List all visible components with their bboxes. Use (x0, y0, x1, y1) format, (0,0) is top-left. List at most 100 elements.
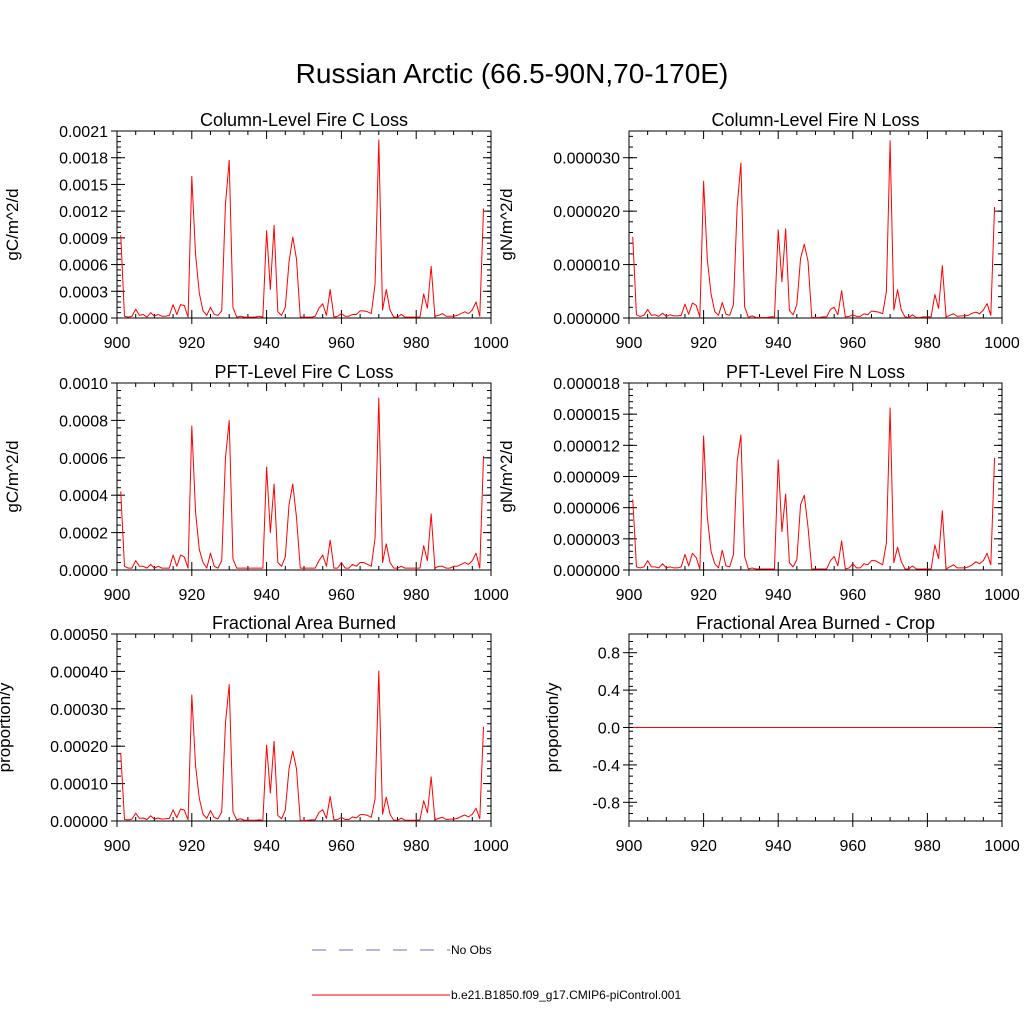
panel-1-xtick-label: 900 (104, 335, 131, 352)
panel-5-ytick-label: 0.00030 (50, 702, 108, 719)
panel-5-frame (116, 633, 492, 822)
panel-6-xtick-label: 940 (765, 838, 792, 855)
panel-2-xtick-label: 960 (839, 335, 866, 352)
panel-4-xtick-label: 940 (765, 587, 792, 604)
panel-6-xtick-label: 960 (839, 838, 866, 855)
panel-3-xtick-label: 920 (178, 587, 205, 604)
panel-3-ytick-label: 0.0004 (59, 488, 108, 505)
panel-2: Column-Level Fire N Loss 900 920 940 960 980 1… (497, 110, 1020, 352)
panel-2-xtick-label: 980 (914, 335, 941, 352)
panel-2-ytick-label: 0.000020 (553, 204, 620, 221)
panel-3-xtick-label: 900 (104, 587, 131, 604)
panel-4-ytick-label: 0.000015 (553, 407, 620, 424)
panel-1-frame (116, 130, 492, 319)
panel-3-xtick-label: 1000 (473, 587, 509, 604)
panel-2-xtick-label: 1000 (984, 335, 1020, 352)
panel-2-ylabel: gN/m^2/d (497, 188, 516, 260)
panel-3-ytick-label: 0.0008 (59, 413, 108, 430)
panel-6-ytick-label: 0.4 (598, 683, 620, 700)
panel-3-ytick-label: 0.0006 (59, 451, 108, 468)
panel-2-xtick-label: 920 (690, 335, 717, 352)
panel-4-ytick-label: 0.000006 (553, 501, 620, 518)
panel-4-frame (628, 382, 1003, 571)
panel-2-series-line (632, 140, 996, 318)
panel-3-xtick-label: 940 (253, 587, 280, 604)
panels: Column-Level Fire C Loss 900 920 940 960 980 1… (0, 110, 1020, 855)
panel-6-ytick-label: 0.8 (598, 646, 620, 663)
panel-5-ytick-label: 0.00010 (50, 777, 108, 794)
panel-5-ytick-label: 0.00020 (50, 739, 108, 756)
panel-1-xtick-label: 1000 (473, 335, 509, 352)
panel-6-ytick-label: 0.0 (598, 721, 620, 738)
panel-1-xtick-label: 960 (328, 335, 355, 352)
panel-3-ylabel: gC/m^2/d (3, 440, 22, 512)
panel-5-xtick-label: 980 (403, 838, 430, 855)
panel-6-ytick-label: -0.8 (592, 795, 620, 812)
panel-2-title: Column-Level Fire N Loss (711, 110, 919, 130)
panel-1-xtick-label: 940 (253, 335, 280, 352)
panel-4-ytick-label: 0.000009 (553, 470, 620, 487)
panel-4-series-line (632, 407, 996, 570)
panel-3-ytick-label: 0.0002 (59, 526, 108, 543)
panel-1-ytick-label: 0.0009 (59, 231, 108, 248)
panel-2-frame (628, 130, 1003, 319)
legend-item-model: b.e21.B1850.f09_g17.CMIP6-piControl.001 (312, 988, 681, 1002)
panel-5-xtick-label: 960 (328, 838, 355, 855)
panel-6-xtick-label: 900 (616, 838, 643, 855)
panel-5-xtick-label: 940 (253, 838, 280, 855)
panel-1-ytick-label: 0.0018 (59, 151, 108, 168)
panel-6-xtick-label: 1000 (984, 838, 1020, 855)
panel-2-ytick-label: 0.000010 (553, 258, 620, 275)
panel-6-ytick-label: -0.4 (592, 758, 620, 775)
panel-1-ytick-label: 0.0003 (59, 284, 108, 301)
panel-4-title: PFT-Level Fire N Loss (726, 362, 905, 382)
panel-3-xtick-label: 960 (328, 587, 355, 604)
legend-label-no-obs: No Obs (451, 943, 492, 957)
legend: No Obs b.e21.B1850.f09_g17.CMIP6-piContr… (312, 943, 681, 1002)
panel-2-ytick-label: 0.000000 (553, 311, 620, 328)
panel-5-ytick-label: 0.00040 (50, 664, 108, 681)
panel-5-title: Fractional Area Burned (212, 613, 396, 633)
panel-6-title: Fractional Area Burned - Crop (696, 613, 935, 633)
panel-1-title: Column-Level Fire C Loss (200, 110, 408, 130)
panel-4: PFT-Level Fire N Loss 900 920 940 960 980 1000… (497, 362, 1020, 604)
panel-4-ytick-label: 0.000012 (553, 438, 620, 455)
panel-6: Fractional Area Burned - Crop 900 920 940 96… (543, 613, 1020, 855)
panel-5-series-line (120, 670, 485, 822)
panel-1-xtick-label: 920 (178, 335, 205, 352)
panel-4-xtick-label: 980 (914, 587, 941, 604)
panel-6-xtick-label: 980 (914, 838, 941, 855)
panel-5-ytick-label: 0.00000 (50, 814, 108, 831)
panel-4-ytick-label: 0.000018 (553, 376, 620, 393)
panel-1-ytick-label: 0.0015 (59, 177, 108, 194)
panel-4-xtick-label: 920 (690, 587, 717, 604)
panel-4-ylabel: gN/m^2/d (497, 440, 516, 512)
panel-1-series-line (120, 139, 485, 318)
panel-4-ytick-label: 0.000003 (553, 532, 620, 549)
panel-5-ylabel: proportion/y (0, 682, 14, 772)
panel-3-ytick-label: 0.0000 (59, 563, 108, 580)
panel-4-xtick-label: 1000 (984, 587, 1020, 604)
panel-3-title: PFT-Level Fire C Loss (214, 362, 393, 382)
panel-1-xtick-label: 980 (403, 335, 430, 352)
panel-1-ytick-label: 0.0012 (59, 204, 108, 221)
panel-5-ytick-label: 0.00050 (50, 627, 108, 644)
panel-5-xtick-label: 920 (178, 838, 205, 855)
panel-1-ytick-label: 0.0006 (59, 258, 108, 275)
panel-5-xtick-label: 900 (104, 838, 131, 855)
panel-2-xtick-label: 900 (616, 335, 643, 352)
panel-3-ytick-label: 0.0010 (59, 376, 108, 393)
figure-title: Russian Arctic (66.5-90N,70-170E) (296, 58, 729, 89)
legend-item-no-obs: No Obs (312, 943, 492, 957)
panel-3-frame (116, 382, 492, 571)
panel-6-ylabel: proportion/y (543, 682, 562, 772)
panel-3-xtick-label: 980 (403, 587, 430, 604)
panel-4-xtick-label: 900 (616, 587, 643, 604)
panel-4-xtick-label: 960 (839, 587, 866, 604)
panel-6-xtick-label: 920 (690, 838, 717, 855)
legend-label-model: b.e21.B1850.f09_g17.CMIP6-piControl.001 (451, 988, 681, 1002)
panel-5: Fractional Area Burned 900 920 940 960 980 100… (0, 613, 509, 855)
panel-2-xtick-label: 940 (765, 335, 792, 352)
panel-2-ytick-label: 0.000030 (553, 151, 620, 168)
